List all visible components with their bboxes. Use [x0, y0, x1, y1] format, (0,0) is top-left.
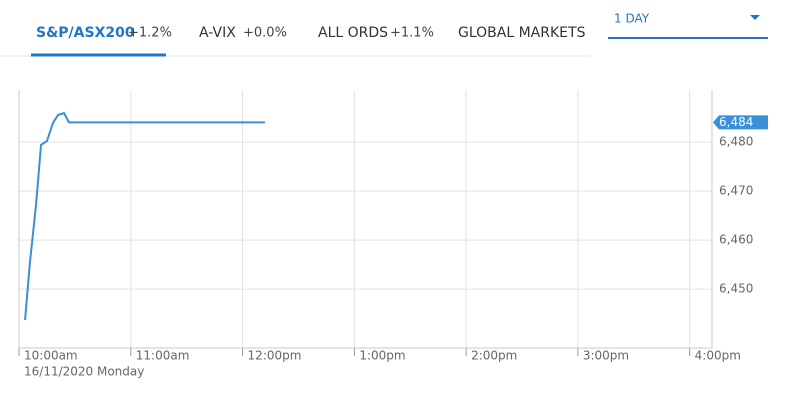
- y-tick-label: 6,460: [719, 233, 753, 247]
- x-tick-label: 1:00pm: [359, 349, 405, 363]
- tab-change[interactable]: +0.0%: [243, 26, 287, 41]
- price-line: [24, 111, 265, 321]
- y-tick-label: 6,480: [719, 134, 753, 148]
- tab-name[interactable]: GLOBAL MARKETS: [458, 25, 586, 41]
- date-label: 16/11/2020 Monday: [24, 365, 144, 379]
- last-value-tag: [713, 115, 768, 130]
- y-tick-label: 6,470: [719, 184, 753, 198]
- y-tick-label: 6,450: [719, 282, 753, 296]
- last-value-label: 6,484: [719, 115, 753, 129]
- tab-change[interactable]: +1.1%: [390, 26, 434, 41]
- x-tick-label: 2:00pm: [471, 349, 517, 363]
- x-tick-label: 4:00pm: [695, 349, 741, 363]
- plot-border: [18, 90, 713, 349]
- x-tick-label: 3:00pm: [583, 349, 629, 363]
- range-selector[interactable]: 1 DAY: [614, 12, 650, 26]
- x-tick-label: 11:00am: [136, 349, 190, 363]
- dropdown-arrow[interactable]: [750, 15, 760, 20]
- x-tick-label: 10:00am: [24, 349, 78, 363]
- x-tick-label: 12:00pm: [248, 349, 302, 363]
- tab-name[interactable]: A-VIX: [199, 25, 236, 41]
- tab-change[interactable]: +1.2%: [128, 26, 172, 41]
- tab-name[interactable]: ALL ORDS: [318, 25, 388, 41]
- tab-name[interactable]: S&P/ASX200: [36, 25, 135, 41]
